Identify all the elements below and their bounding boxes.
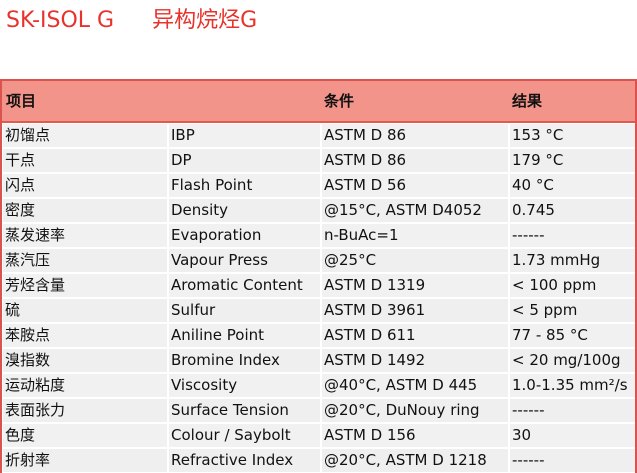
table-body: 初馏点 IBP ASTM D 86 153 °C 干点 DP ASTM D 86 179 °C… xyxy=(2,123,635,473)
table-row: 运动粘度 Viscosity @40°C, ASTM D 445 1.0-1.35 m… xyxy=(2,373,635,398)
cell-result: ------ xyxy=(510,224,635,247)
cell-condition: @20°C, ASTM D 1218 xyxy=(322,449,508,472)
cell-english-name: Flash Point xyxy=(169,174,320,197)
cell-condition: ASTM D 1492 xyxy=(322,349,508,372)
cell-result: 77 - 85 °C xyxy=(510,324,635,347)
table-row: 硫 Sulfur ASTM D 3961 < 5 ppm xyxy=(2,298,635,323)
cell-condition: ASTM D 86 xyxy=(322,124,508,147)
cell-english-name: Viscosity xyxy=(169,374,320,397)
table-row: 芳烃含量 Aromatic Content ASTM D 1319 < 100 ppm xyxy=(2,273,635,298)
table-row: 干点 DP ASTM D 86 179 °C xyxy=(2,148,635,173)
cell-english-name: Surface Tension xyxy=(169,399,320,422)
cell-result: ------ xyxy=(510,399,635,422)
table-row: 溴指数 Bromine Index ASTM D 1492 < 20 mg/100g xyxy=(2,348,635,373)
cell-english-name: Colour / Saybolt xyxy=(169,424,320,447)
table-row: 折射率 Refractive Index @20°C, ASTM D 1218 ---… xyxy=(2,448,635,473)
cell-chinese-name: 运动粘度 xyxy=(3,374,167,397)
cell-result: 1.0-1.35 mm²/s xyxy=(510,374,635,397)
spec-table: 项目 条件 结果 初馏点 IBP ASTM D 86 153 °C 干点 DP ASTM D… xyxy=(0,79,637,473)
cell-chinese-name: 硫 xyxy=(3,299,167,322)
cell-chinese-name: 密度 xyxy=(3,199,167,222)
cell-english-name: Aniline Point xyxy=(169,324,320,347)
cell-chinese-name: 蒸汽压 xyxy=(3,249,167,272)
cell-english-name: Refractive Index xyxy=(169,449,320,472)
table-row: 表面张力 Surface Tension @20°C, DuNouy ring ---… xyxy=(2,398,635,423)
cell-result: ------ xyxy=(510,449,635,472)
cell-condition: ASTM D 86 xyxy=(322,149,508,172)
document-title: SK-ISOL G 异构烷烃G xyxy=(6,6,257,36)
cell-condition: ASTM D 611 xyxy=(322,324,508,347)
header-result: 结果 xyxy=(512,92,543,110)
cell-english-name: IBP xyxy=(169,124,320,147)
cell-chinese-name: 芳烃含量 xyxy=(3,274,167,297)
cell-result: 30 xyxy=(510,424,635,447)
cell-condition: ASTM D 3961 xyxy=(322,299,508,322)
table-row: 苯胺点 Aniline Point ASTM D 611 77 - 85 °C xyxy=(2,323,635,348)
product-name-chinese: 异构烷烃G xyxy=(152,8,258,33)
cell-chinese-name: 表面张力 xyxy=(3,399,167,422)
cell-result: < 100 ppm xyxy=(510,274,635,297)
table-row: 闪点 Flash Point ASTM D 56 40 °C xyxy=(2,173,635,198)
cell-condition: @15°C, ASTM D4052 xyxy=(322,199,508,222)
cell-english-name: DP xyxy=(169,149,320,172)
table-header: 项目 条件 结果 xyxy=(2,81,635,123)
cell-result: 153 °C xyxy=(510,124,635,147)
cell-result: 40 °C xyxy=(510,174,635,197)
cell-condition: ASTM D 1319 xyxy=(322,274,508,297)
cell-condition: @20°C, DuNouy ring xyxy=(322,399,508,422)
header-item: 项目 xyxy=(6,92,37,110)
cell-chinese-name: 闪点 xyxy=(3,174,167,197)
cell-chinese-name: 干点 xyxy=(3,149,167,172)
cell-english-name: Evaporation xyxy=(169,224,320,247)
cell-chinese-name: 色度 xyxy=(3,424,167,447)
table-row: 蒸发速率 Evaporation n-BuAc=1 ------ xyxy=(2,223,635,248)
header-condition: 条件 xyxy=(324,92,355,110)
cell-result: < 20 mg/100g xyxy=(510,349,635,372)
cell-chinese-name: 溴指数 xyxy=(3,349,167,372)
cell-chinese-name: 苯胺点 xyxy=(3,324,167,347)
cell-chinese-name: 蒸发速率 xyxy=(3,224,167,247)
cell-condition: n-BuAc=1 xyxy=(322,224,508,247)
cell-result: 1.73 mmHg xyxy=(510,249,635,272)
product-name: SK-ISOL G xyxy=(6,8,115,33)
cell-chinese-name: 初馏点 xyxy=(3,124,167,147)
cell-english-name: Density xyxy=(169,199,320,222)
cell-condition: @25°C xyxy=(322,249,508,272)
cell-english-name: Aromatic Content xyxy=(169,274,320,297)
cell-chinese-name: 折射率 xyxy=(3,449,167,472)
cell-result: 179 °C xyxy=(510,149,635,172)
cell-result: 0.745 xyxy=(510,199,635,222)
cell-condition: @40°C, ASTM D 445 xyxy=(322,374,508,397)
cell-condition: ASTM D 56 xyxy=(322,174,508,197)
cell-condition: ASTM D 156 xyxy=(322,424,508,447)
table-row: 色度 Colour / Saybolt ASTM D 156 30 xyxy=(2,423,635,448)
cell-english-name: Sulfur xyxy=(169,299,320,322)
table-row: 蒸汽压 Vapour Press @25°C 1.73 mmHg xyxy=(2,248,635,273)
cell-english-name: Bromine Index xyxy=(169,349,320,372)
table-row: 初馏点 IBP ASTM D 86 153 °C xyxy=(2,123,635,148)
cell-english-name: Vapour Press xyxy=(169,249,320,272)
cell-result: < 5 ppm xyxy=(510,299,635,322)
table-row: 密度 Density @15°C, ASTM D4052 0.745 xyxy=(2,198,635,223)
